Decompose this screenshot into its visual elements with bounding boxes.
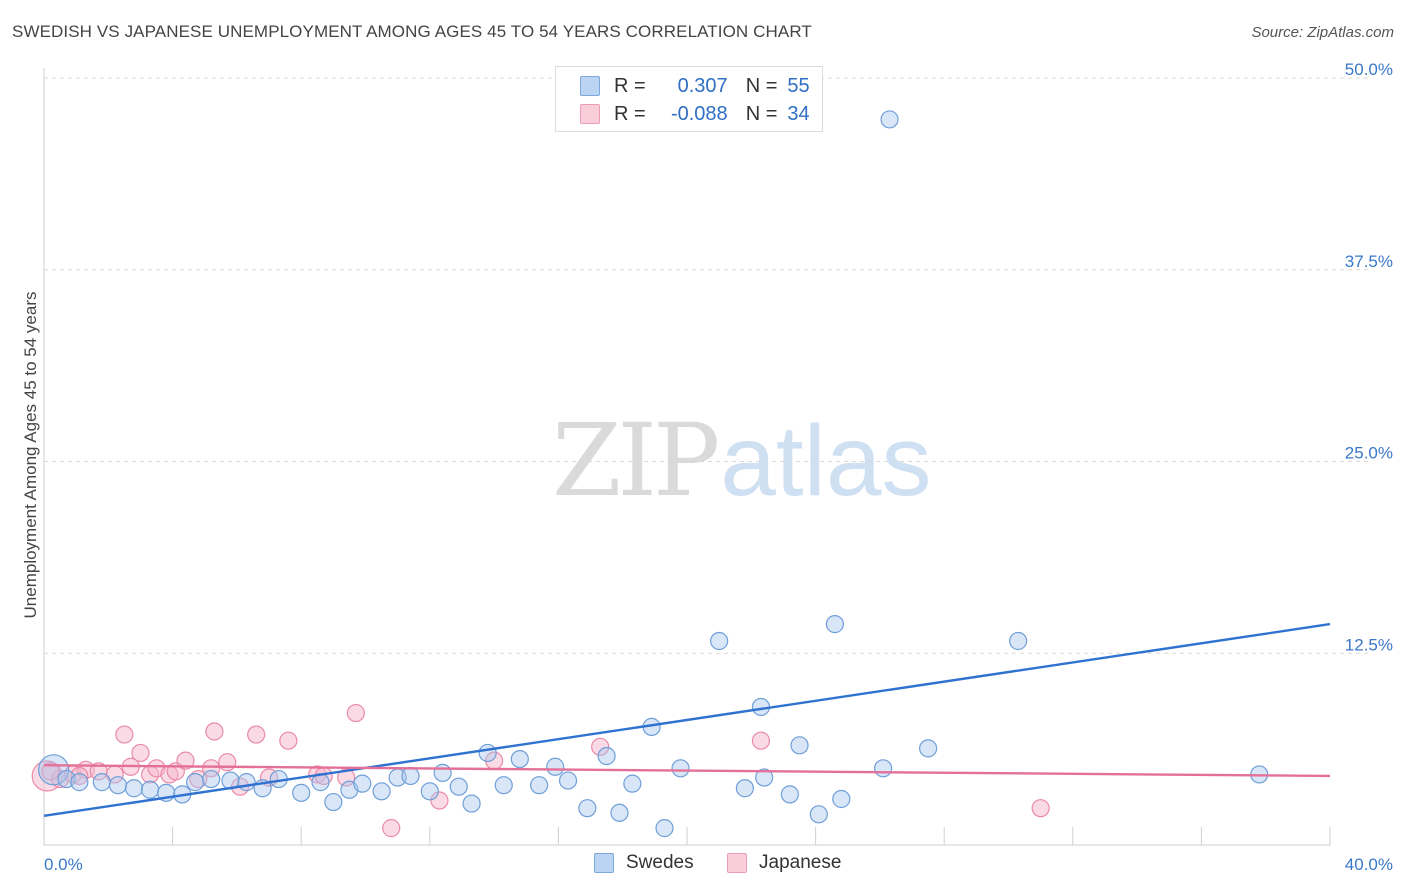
swedes-point-44: [755, 768, 774, 787]
swedes-point-50: [874, 759, 893, 778]
swedes-point-31: [546, 757, 565, 776]
swedes-point-24: [433, 763, 452, 783]
y-tick-label-0: 12.5%: [1345, 635, 1393, 654]
japanese-point-29: [751, 731, 771, 750]
swedes-point-36: [623, 774, 642, 793]
swedes-legend-label: Swedes: [626, 852, 694, 873]
swedes-point-29: [510, 749, 529, 769]
legend-row-japanese: R = -0.088 N = 34: [580, 101, 810, 127]
swedes-point-38: [655, 819, 674, 838]
swedes-point-9: [186, 773, 205, 792]
swedes-point-0: [38, 754, 70, 786]
swedes-point-19: [353, 774, 372, 793]
watermark-atlas: atlas: [720, 405, 932, 517]
y-tick-labels: 12.5% 25.0% 37.5% 50.0%: [1345, 60, 1393, 654]
japanese-r-label: R =: [614, 102, 646, 125]
swedes-swatch: [580, 76, 600, 96]
swedes-point-46: [790, 736, 809, 755]
trend-lines: [43, 622, 1331, 818]
japanese-point-15: [202, 759, 221, 778]
correlation-legend: R = 0.307 N = 55 R = -0.088 N = 34: [555, 66, 823, 132]
swedes-point-26: [462, 794, 481, 813]
series-legend: Swedes Japanese: [0, 852, 1406, 878]
japanese-legend-label: Japanese: [759, 852, 842, 873]
axes: [43, 68, 1331, 846]
swedes-point-5: [124, 779, 144, 798]
japanese-point-21: [279, 731, 298, 750]
swedes-point-15: [292, 783, 311, 802]
source-label: Source: ZipAtlas.com: [1251, 24, 1394, 41]
swedes-point-28: [494, 776, 513, 795]
swedes-point-4: [108, 776, 128, 795]
japanese-point-8: [131, 743, 150, 763]
swedes-point-32: [558, 771, 578, 790]
swedes-point-51: [880, 110, 899, 129]
swedes-point-25: [449, 777, 468, 796]
japanese-legend-swatch: [727, 853, 747, 873]
legend-item-japanese[interactable]: Japanese: [727, 852, 841, 874]
japanese-point-19: [247, 725, 266, 744]
watermark-zip: ZIP: [552, 402, 720, 519]
y-tick-label-1: 25.0%: [1345, 444, 1393, 463]
swedes-point-2: [70, 773, 89, 792]
y-axis-title: Unemployment Among Ages 45 to 54 years: [21, 292, 40, 619]
swedes-point-48: [825, 615, 844, 634]
swedes-point-42: [735, 779, 754, 798]
gridlines: [44, 77, 1370, 654]
swedes-n-value: 55: [787, 74, 810, 97]
swedes-legend-swatch: [594, 853, 614, 873]
legend-item-swedes[interactable]: Swedes: [594, 852, 694, 874]
y-tick-label-3: 50.0%: [1345, 60, 1393, 79]
japanese-point-17: [218, 753, 237, 772]
swedes-point-45: [780, 785, 799, 804]
y-tick-label-2: 37.5%: [1345, 252, 1393, 271]
legend-row-swedes: R = 0.307 N = 55: [580, 73, 810, 99]
japanese-point-23: [346, 703, 365, 723]
swedes-point-6: [140, 780, 160, 799]
swedes-point-53: [1009, 631, 1028, 651]
swedes-r-value: 0.307: [677, 74, 728, 97]
japanese-point-6: [115, 725, 134, 744]
japanese-n-value: 34: [787, 102, 810, 125]
japanese-r-value: -0.088: [670, 102, 728, 125]
swedes-point-52: [919, 739, 938, 758]
japanese-point-31: [41, 762, 60, 781]
swedes-point-27: [478, 743, 497, 763]
swedes-point-35: [610, 803, 629, 822]
x-tick-label-min: 0.0%: [44, 855, 83, 874]
japanese-point-14: [189, 769, 208, 789]
watermark: ZIPatlas: [552, 402, 932, 519]
japanese-point-16: [205, 722, 224, 741]
swedes-points: [38, 71, 1269, 838]
swedes-point-10: [202, 769, 221, 789]
japanese-swatch: [580, 104, 600, 124]
japanese-points: [31, 703, 1050, 838]
japanese-point-26: [430, 791, 449, 810]
swedes-point-23: [420, 782, 439, 801]
swedes-point-17: [324, 792, 343, 812]
x-tick-label-max: 40.0%: [1345, 855, 1393, 874]
swedes-point-33: [578, 799, 597, 818]
swedes-point-34: [597, 746, 616, 766]
swedes-point-3: [92, 773, 111, 792]
swedes-n-label: N =: [745, 74, 778, 97]
swedes-point-20: [372, 782, 391, 801]
japanese-trend-line: [43, 764, 1331, 778]
chart-title: SWEDISH VS JAPANESE UNEMPLOYMENT AMONG A…: [12, 22, 812, 41]
japanese-point-25: [382, 819, 401, 838]
swedes-point-30: [530, 776, 549, 795]
swedes-point-39: [671, 759, 690, 778]
swedes-trend-line: [43, 622, 1331, 818]
swedes-point-12: [237, 773, 256, 792]
japanese-point-28: [591, 737, 610, 756]
swedes-point-47: [809, 805, 828, 824]
japanese-point-30: [1031, 799, 1050, 818]
japanese-n-label: N =: [745, 102, 778, 125]
swedes-point-22: [401, 766, 420, 786]
swedes-point-40: [710, 631, 729, 651]
swedes-point-49: [832, 789, 851, 809]
japanese-point-13: [176, 751, 195, 770]
swedes-r-label: R =: [614, 74, 646, 97]
